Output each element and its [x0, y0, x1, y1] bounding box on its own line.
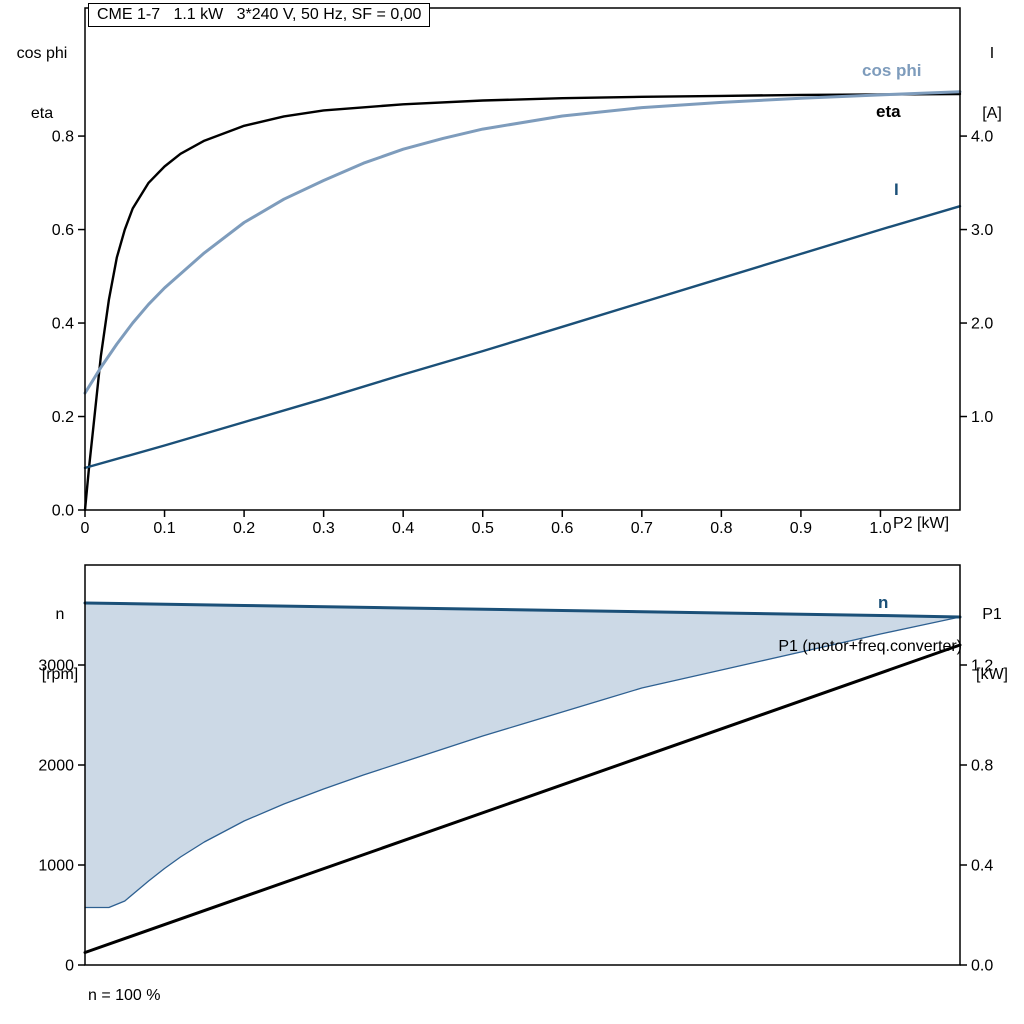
right-tick-label: 0.4 [971, 858, 993, 875]
right-tick-label: 1.0 [971, 409, 993, 426]
left-axis-label-n: n [55, 606, 65, 623]
right-tick-label: 2.0 [971, 316, 993, 333]
speed-range-area [85, 603, 960, 908]
curve-cos-phi [83, 90, 962, 395]
curve-p1-motor-freq-converter- [83, 643, 962, 954]
x-tick-label: 0 [81, 520, 90, 537]
footnote-n-100: n = 100 % [88, 987, 161, 1004]
x-tick-label: 0.4 [392, 520, 414, 537]
x-tick-label: 0.3 [313, 520, 335, 537]
plot-border [84, 7, 961, 511]
left-axis-label-cos-phi: cos phi [16, 45, 68, 62]
left-tick-label: 1000 [38, 858, 74, 875]
left-tick-label: 0.8 [52, 129, 74, 146]
x-tick-label: 0.2 [233, 520, 255, 537]
curve-n-min [84, 616, 961, 909]
right-tick-label: 3.0 [971, 222, 993, 239]
left-tick-label: 0.6 [52, 222, 74, 239]
x-tick-label: 0.5 [472, 520, 494, 537]
x-tick-label: 0.9 [790, 520, 812, 537]
right-axis-label-p1: P1 [982, 606, 1002, 623]
left-tick-label: 0 [65, 958, 74, 975]
right-tick-label: 1.2 [971, 658, 993, 675]
x-tick-label: 0.6 [551, 520, 573, 537]
left-tick-label: 2000 [38, 758, 74, 775]
x-axis-label: P2 [kW] [893, 515, 950, 532]
left-tick-label: 0.4 [52, 316, 74, 333]
curve-i [83, 204, 962, 470]
chart-title: CME 1-7 1.1 kW 3*240 V, 50 Hz, SF = 0,00 [88, 3, 431, 27]
left-tick-label: 0.0 [52, 503, 74, 520]
left-tick-label: 0.2 [52, 409, 74, 426]
x-tick-label: 0.7 [631, 520, 653, 537]
curve-label-n: n [878, 593, 889, 612]
curve-label-p1: P1 (motor+freq.converter) [778, 638, 962, 655]
curve-label-eta: eta [876, 102, 901, 121]
bottom-right-axis-label: P1 [kW] [964, 565, 1020, 725]
top-left-axis-label: cos phi eta [4, 4, 80, 164]
top-right-axis-label: I [A] [964, 4, 1020, 164]
right-tick-label: 4.0 [971, 129, 993, 146]
right-axis-label-kw-unit: [kW] [976, 666, 1008, 683]
right-tick-label: 0.0 [971, 958, 993, 975]
x-tick-label: 0.8 [710, 520, 732, 537]
left-axis-label-eta: eta [30, 105, 54, 122]
x-tick-label: 1.0 [869, 520, 891, 537]
curve-label-current: I [894, 180, 899, 199]
left-axis-label-rpm-unit: [rpm] [41, 666, 79, 683]
right-axis-label-ampere-unit: [A] [982, 105, 1002, 122]
curve-eta [83, 92, 962, 512]
x-tick-label: 0.1 [153, 520, 175, 537]
curve-label-cos-phi: cos phi [862, 61, 922, 80]
right-tick-label: 0.8 [971, 758, 993, 775]
right-axis-label-current: I [989, 45, 995, 62]
curve-n [83, 601, 962, 619]
left-tick-label: 3000 [38, 658, 74, 675]
bottom-left-axis-label: n [rpm] [28, 565, 92, 725]
